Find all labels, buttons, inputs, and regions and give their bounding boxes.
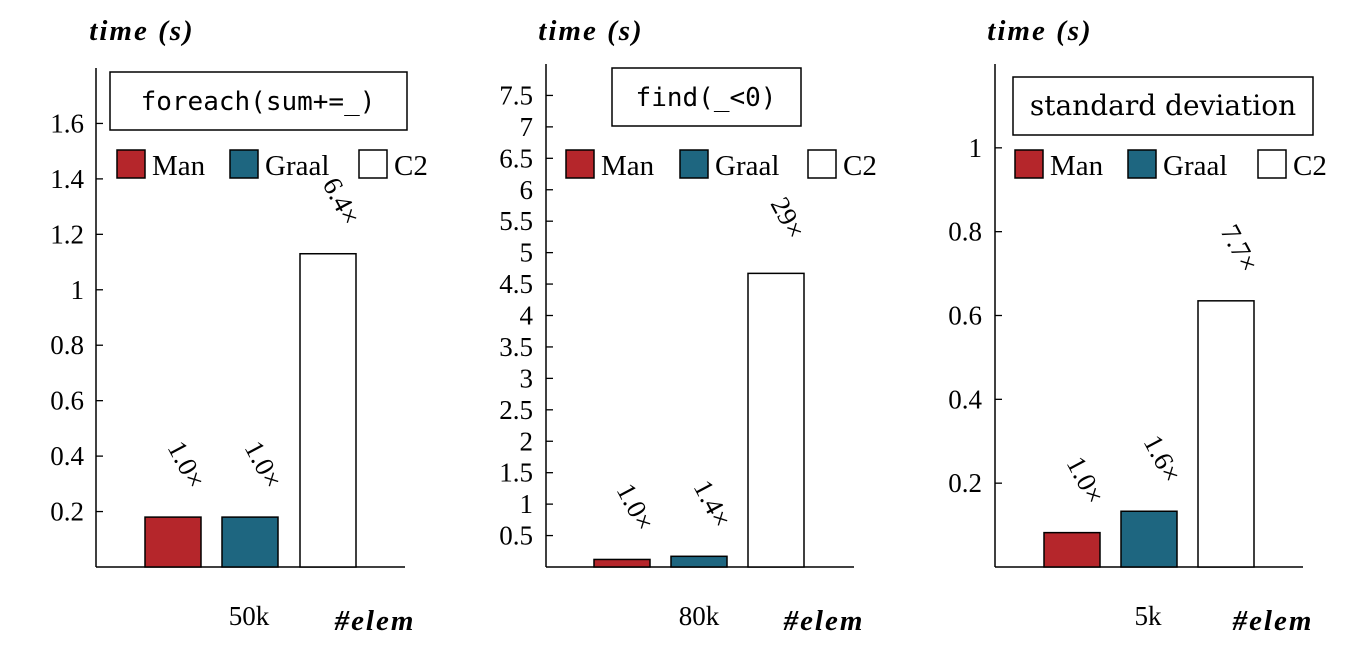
legend-swatch-graal <box>229 149 259 179</box>
y-tick-label: 3.5 <box>499 332 533 362</box>
chart-title-box <box>109 71 408 131</box>
y-tick-label: 1.2 <box>50 219 84 249</box>
legend-swatch-man <box>565 149 595 179</box>
legend-label-c2: C2 <box>843 150 877 182</box>
legend-label-man: Man <box>1050 150 1104 182</box>
legend-label-c2: C2 <box>394 150 428 182</box>
x-tick-label: 5k <box>1135 601 1163 631</box>
y-tick-label: 7.5 <box>499 80 533 110</box>
data-label: 1.0× <box>162 436 211 493</box>
y-tick-label: 1 <box>520 489 534 519</box>
data-label: 1.0× <box>239 436 288 493</box>
legend-label-man: Man <box>601 150 655 182</box>
bar-c2 <box>1197 300 1255 568</box>
legend-swatch-graal <box>679 149 709 179</box>
y-tick-label: 3 <box>520 363 534 393</box>
y-tick-label: 0.6 <box>50 386 84 416</box>
y-tick-label: 7 <box>520 112 534 142</box>
chart-title-box <box>611 67 802 127</box>
bar-graal <box>221 516 279 568</box>
data-label: 1.4× <box>688 475 737 532</box>
legend-label-graal: Graal <box>1163 150 1227 182</box>
y-axis-label: time (s) <box>538 15 643 47</box>
y-tick-label: 2 <box>520 426 534 456</box>
legend-swatch-man <box>1014 149 1044 179</box>
chart-panel-3: time (s) 0.2 0.4 0.6 0.8 1 5k #elem 1.0× 1.6× 7.7×… <box>948 15 1327 637</box>
y-tick-label: 1.5 <box>499 458 533 488</box>
data-label: 1.6× <box>1138 430 1187 487</box>
bar-graal <box>670 555 728 568</box>
chart-title-box <box>1012 76 1314 136</box>
y-tick-label: 1.4 <box>50 164 84 194</box>
y-tick-label: 1.6 <box>50 108 84 138</box>
y-tick-label: 0.2 <box>948 468 982 498</box>
bar-c2 <box>747 272 805 568</box>
data-label: 7.7× <box>1215 220 1264 277</box>
bar-c2 <box>299 252 357 568</box>
legend-label-c2: C2 <box>1293 150 1327 182</box>
x-axis-label: #elem <box>783 605 865 637</box>
y-tick-label: 6.5 <box>499 143 533 173</box>
y-tick-label: 0.2 <box>50 497 84 527</box>
x-tick-label: 80k <box>679 601 720 631</box>
y-tick-label: 0.8 <box>948 217 982 247</box>
y-tick-label: 5.5 <box>499 206 533 236</box>
y-tick-label: 1 <box>71 275 85 305</box>
legend-label-graal: Graal <box>265 150 329 182</box>
chart-panel-2: time (s) 0.511.522.533.544.555.566.577.5 8… <box>499 15 877 637</box>
y-tick-label: 0.5 <box>499 521 533 551</box>
y-tick-label: 6 <box>520 175 534 205</box>
y-tick-label: 4 <box>520 301 534 331</box>
y-tick-label: 0.8 <box>50 330 84 360</box>
y-tick-label: 2.5 <box>499 395 533 425</box>
bar-man <box>144 516 202 568</box>
legend-label-man: Man <box>152 150 206 182</box>
chart-title: find(_<0) <box>636 83 777 113</box>
data-label: 1.0× <box>611 478 660 535</box>
data-label: 1.0× <box>1061 451 1110 508</box>
legend-label-graal: Graal <box>715 150 779 182</box>
x-axis-label: #elem <box>334 605 416 637</box>
chart-panel-1: time (s) 0.2 0.4 0.6 0.8 1 1.2 1.4 1.6 50k #elem 1.… <box>50 15 428 637</box>
bar-graal <box>1120 510 1178 568</box>
y-axis-label: time (s) <box>987 15 1092 47</box>
data-label: 29× <box>765 192 811 243</box>
legend-swatch-c2 <box>807 149 837 179</box>
y-tick-label: 4.5 <box>499 269 533 299</box>
legend-swatch-c2 <box>358 149 388 179</box>
x-axis-label: #elem <box>1232 605 1314 637</box>
y-tick-label: 0.6 <box>948 301 982 331</box>
legend-swatch-man <box>116 149 146 179</box>
y-axis-label: time (s) <box>89 15 194 47</box>
legend-swatch-graal <box>1127 149 1157 179</box>
y-tick-label: 0.4 <box>948 384 982 414</box>
bar-man <box>1043 531 1101 568</box>
chart-title: standard deviation <box>1030 89 1296 122</box>
x-tick-label: 50k <box>229 601 270 631</box>
y-tick-label: 0.4 <box>50 441 84 471</box>
y-tick-label: 1 <box>969 133 983 163</box>
y-tick-label: 5 <box>520 238 534 268</box>
bar-man <box>593 558 651 568</box>
legend-swatch-c2 <box>1257 149 1287 179</box>
chart-title: foreach(sum+=_) <box>141 87 376 117</box>
